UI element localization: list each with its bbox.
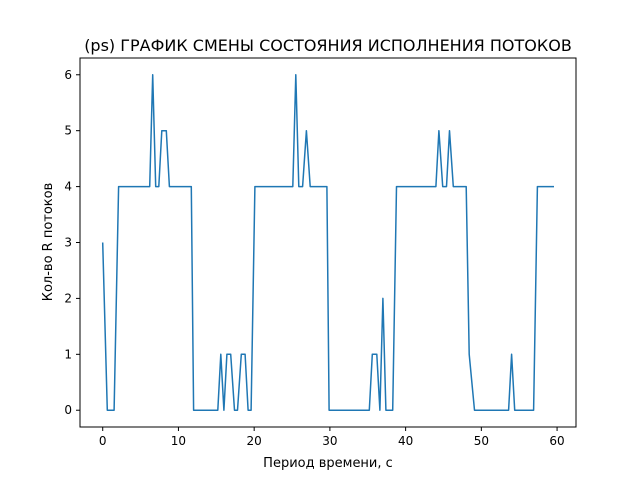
series-line	[101, 74, 554, 411]
y-tick-label: 5	[64, 124, 72, 138]
y-tick-label: 4	[64, 180, 72, 194]
y-tick-label: 2	[64, 291, 72, 305]
x-axis: 0 10 20 30 40 50 60	[99, 427, 565, 448]
y-axis: 0 1 2 3 4 5 6	[64, 68, 80, 417]
y-tick-label: 3	[64, 236, 72, 250]
series-layer	[101, 74, 554, 411]
x-tick-label: 60	[549, 434, 564, 448]
y-tick-label: 0	[64, 403, 72, 417]
x-tick-label: 30	[322, 434, 337, 448]
y-tick-label: 1	[64, 347, 72, 361]
x-tick-label: 0	[99, 434, 107, 448]
y-axis-label: Кол-во R потоков	[41, 183, 56, 302]
x-tick-label: 50	[474, 434, 489, 448]
x-axis-label: Период времени, с	[263, 456, 393, 471]
x-tick-label: 10	[171, 434, 186, 448]
x-tick-label: 40	[398, 434, 413, 448]
y-tick-label: 6	[64, 68, 72, 82]
chart-title: (ps) ГРАФИК СМЕНЫ СОСТОЯНИЯ ИСПОЛНЕНИЯ П…	[84, 36, 572, 55]
x-tick-label: 20	[247, 434, 262, 448]
